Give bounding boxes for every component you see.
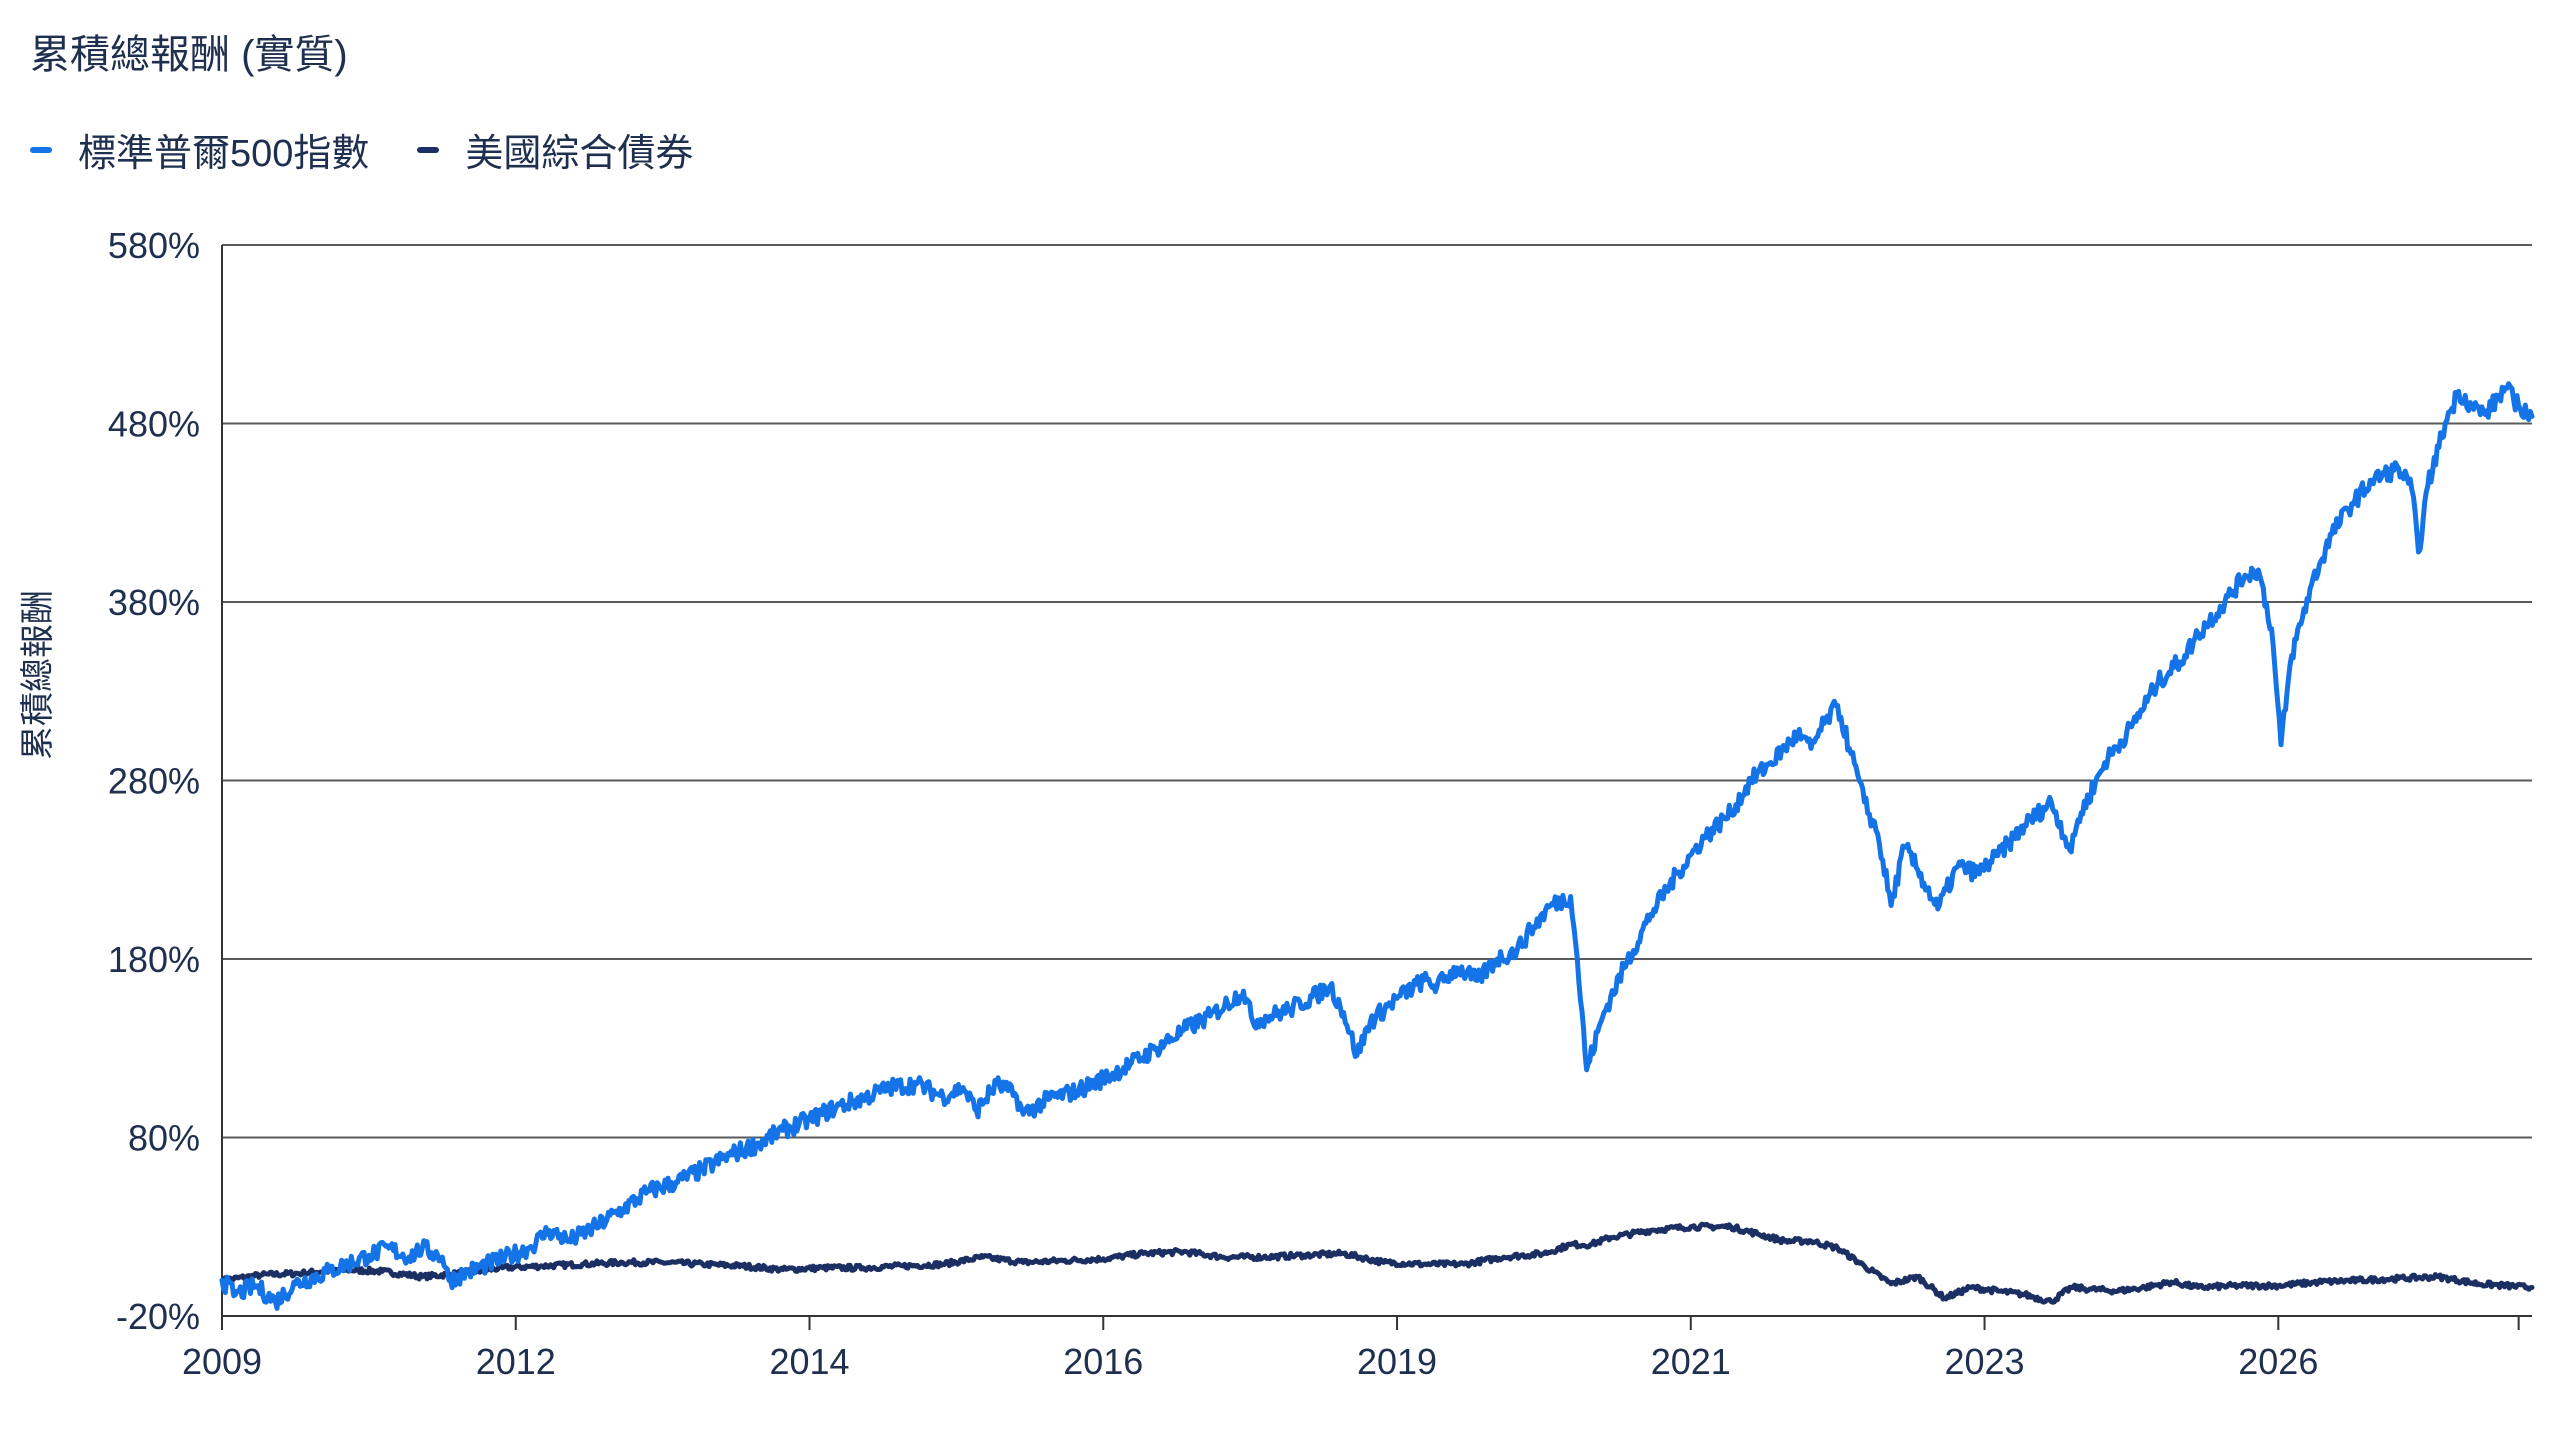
y-tick-label: 480% [108,404,200,445]
y-tick-label: -20% [116,1296,200,1337]
y-tick-label: 280% [108,761,200,802]
y-tick-label: 180% [108,939,200,980]
x-tick-label: 2016 [1063,1341,1143,1382]
chart-title: 累積總報酬 (實質) [30,33,348,77]
legend-label-sp500: 標準普爾500指數 [78,133,370,175]
x-tick-label: 2021 [1651,1341,1731,1382]
legend-item-bonds: 美國綜合債券 [417,122,693,177]
x-tick-label: 2012 [476,1341,556,1382]
x-tick-label: 2014 [769,1341,849,1382]
y-tick-label: 580% [108,225,200,266]
legend-label-bonds: 美國綜合債券 [465,133,694,175]
y-tick-label: 80% [128,1118,200,1159]
x-tick-label: 2026 [2238,1341,2318,1382]
legend-item-sp500: 標準普爾500指數 [30,122,369,177]
series-line-sp500 [219,381,2535,1311]
y-axis-label: 累積總報酬 [19,590,57,760]
x-tick-label: 2019 [1357,1341,1437,1382]
legend-swatch-bonds [417,146,440,153]
y-tick-label: 380% [108,582,200,623]
legend: 標準普爾500指數 美國綜合債券 [30,122,741,177]
x-tick-label: 2023 [1944,1341,2024,1382]
legend-swatch-sp500 [30,146,52,153]
series-line-bonds [219,1221,2535,1305]
x-tick-label: 2009 [182,1341,262,1382]
